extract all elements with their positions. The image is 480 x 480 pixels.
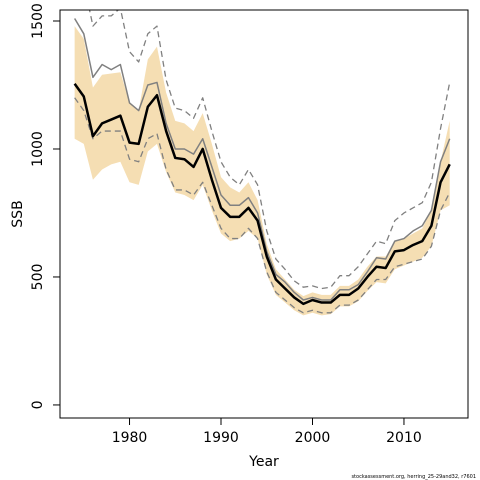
plot-frame (59, 9, 469, 419)
series-line (88, 10, 451, 290)
plot-area (73, 10, 451, 316)
y-tick-label: 1500 (30, 3, 46, 39)
x-tick-label: 2010 (386, 430, 422, 446)
series-line (73, 18, 451, 301)
x-tick-label: 2000 (295, 430, 331, 446)
confidence-band (74, 26, 450, 316)
y-tick-label: 0 (30, 400, 46, 409)
y-axis-label: SSB (10, 200, 26, 227)
series-line (73, 82, 451, 306)
x-axis-label: Year (248, 454, 279, 470)
footnote: stockassessment.org, herring_25-29and32,… (351, 474, 476, 480)
series-line (74, 97, 451, 314)
x-tick-label: 1980 (112, 430, 148, 446)
y-tick-label: 1000 (30, 131, 46, 167)
y-tick-label: 500 (30, 264, 46, 291)
x-tick-label: 1990 (203, 430, 239, 446)
